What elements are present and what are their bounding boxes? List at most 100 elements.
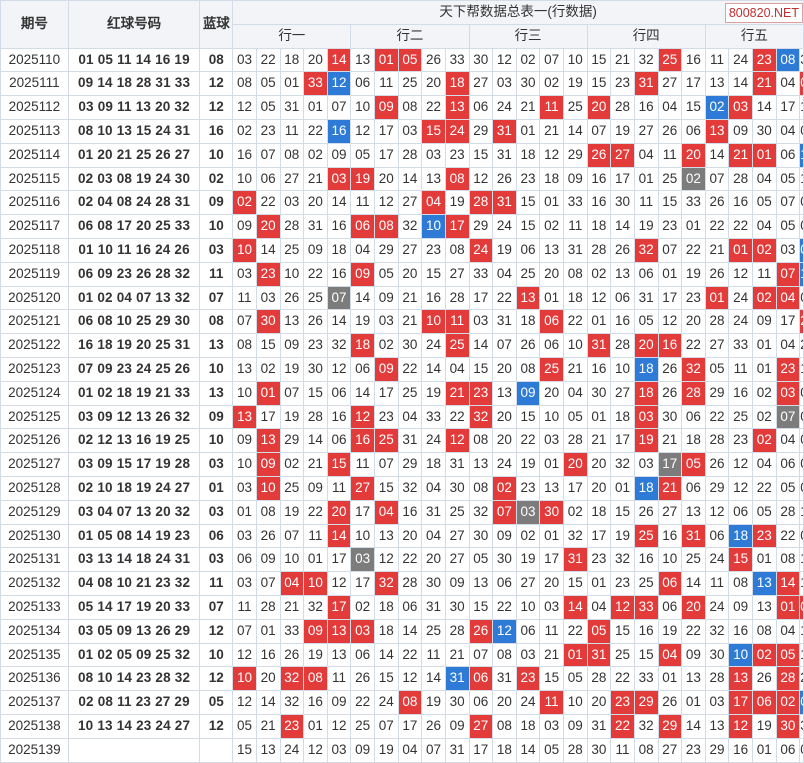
number-cell: 22 <box>303 118 328 144</box>
number-cell: 12 <box>232 95 257 120</box>
number-cell: 26 <box>468 618 494 644</box>
red-balls-cell: 02 12 13 16 19 25 <box>67 428 201 454</box>
number-cell: 25 <box>444 333 470 358</box>
table-row[interactable]: 2025138 10 13 14 23 24 27 12 05 21 23 01 12 25 07… <box>0 713 804 739</box>
table-row[interactable]: 2025111 09 14 18 28 31 33 12 08 05 01 33 12 06 11… <box>0 71 804 97</box>
number-cell: 05 <box>255 71 281 97</box>
table-row[interactable]: 2025118 01 10 11 16 24 26 03 10 14 25 09 18 04 29… <box>0 237 804 263</box>
number-cell: 24 <box>421 333 446 358</box>
number-cell: 16 <box>586 190 612 216</box>
table-row[interactable]: 2025128 02 10 18 19 24 27 01 03 10 25 09 11 27 15… <box>0 475 804 501</box>
table-row[interactable]: 2025123 07 09 23 24 25 26 10 13 02 19 30 12 06 09… <box>0 356 804 382</box>
table-row[interactable]: 2025120 01 02 04 07 13 32 07 11 03 26 25 07 14 09… <box>0 285 804 311</box>
table-row[interactable]: 2025126 02 12 13 16 19 25 10 09 13 29 14 06 16 25… <box>0 428 804 454</box>
table-row[interactable]: 2025121 06 08 10 25 29 30 08 07 30 13 26 14 19 03… <box>0 309 804 335</box>
group-header-3: 行三 <box>468 23 588 49</box>
period-cell: 2025111 <box>0 71 69 97</box>
number-cell: 01 <box>539 523 564 549</box>
number-cell: 06 <box>350 642 375 668</box>
red-balls-cell: 02 08 11 23 27 29 <box>67 690 201 715</box>
number-cell: 05 <box>775 475 801 501</box>
table-row[interactable]: 2025117 06 08 17 20 25 33 10 09 20 28 31 16 06 08… <box>0 214 804 239</box>
number-cell: 19 <box>752 713 777 739</box>
period-cell: 2025120 <box>0 285 69 311</box>
number-cell: 05 <box>374 261 399 287</box>
number-cell: 09 <box>350 737 375 763</box>
table-row[interactable]: 2025129 03 04 07 13 20 32 03 01 08 19 22 20 17 04… <box>0 499 804 525</box>
number-cell: 16 <box>728 737 753 763</box>
number-cell: 11 <box>539 690 564 715</box>
number-cell: 25 <box>539 356 564 382</box>
number-cell: 10 <box>799 499 804 525</box>
number-cell: 01 <box>752 737 777 763</box>
number-cell: 27 <box>657 737 683 763</box>
number-cell: 27 <box>657 71 683 97</box>
number-cell: 22 <box>563 309 588 335</box>
table-row[interactable]: 2025110 01 05 11 14 16 19 08 03 22 18 20 14 13 01… <box>0 47 804 73</box>
table-row[interactable]: 2025112 03 09 11 13 20 32 12 12 05 31 01 07 10 09… <box>0 95 804 120</box>
number-cell: 25 <box>515 261 541 287</box>
number-cell: 08 <box>279 142 305 168</box>
table-row[interactable]: 2025137 02 08 11 23 27 29 05 12 14 32 16 09 22 24… <box>0 690 804 715</box>
number-cell: 06 <box>515 618 541 644</box>
table-row[interactable]: 2025135 01 02 05 09 25 32 10 12 16 26 19 13 06 14… <box>0 642 804 668</box>
period-cell: 2025133 <box>0 594 69 620</box>
number-cell: 24 <box>728 285 753 311</box>
blue-ball-cell <box>199 737 234 763</box>
number-cell: 14 <box>681 571 706 596</box>
number-cell: 14 <box>350 380 375 406</box>
number-cell: 07 <box>374 713 399 739</box>
number-cell: 24 <box>492 95 517 120</box>
period-header[interactable]: 期号 <box>0 0 69 49</box>
table-row[interactable]: 2025115 02 03 08 19 24 30 02 10 06 27 21 03 19 20… <box>0 166 804 192</box>
number-cell: 14 <box>563 118 588 144</box>
table-row[interactable]: 2025113 08 10 13 15 24 31 16 02 23 11 22 16 12 17… <box>0 118 804 144</box>
number-cell: 14 <box>775 571 801 596</box>
table-row[interactable]: 2025116 02 04 08 24 28 31 09 02 22 03 20 14 11 12… <box>0 190 804 216</box>
table-row[interactable]: 2025130 01 05 08 14 19 23 06 03 26 07 11 14 10 13… <box>0 523 804 549</box>
red-balls-cell: 08 10 14 23 28 32 <box>67 666 201 692</box>
number-cell: 03 <box>539 713 564 739</box>
table-row[interactable]: 2025114 01 20 21 25 26 27 10 16 07 08 02 09 05 17… <box>0 142 804 168</box>
number-cell: 13 <box>255 737 281 763</box>
number-cell: 17 <box>326 594 352 620</box>
blue-ball-header[interactable]: 蓝球 <box>199 0 234 49</box>
table-row[interactable]: 2025127 03 09 15 17 19 28 03 10 09 02 21 15 11 07… <box>0 452 804 477</box>
number-cell: 32 <box>704 618 730 644</box>
number-cell: 18 <box>610 404 635 430</box>
number-cell: 32 <box>279 690 305 715</box>
number-cell: 31 <box>563 237 588 263</box>
table-row[interactable]: 2025134 03 05 09 13 26 29 12 07 01 33 09 13 03 18… <box>0 618 804 644</box>
table-row[interactable]: 2025122 16 18 19 20 25 31 13 08 15 09 23 32 18 02… <box>0 333 804 358</box>
number-cell: 32 <box>633 713 659 739</box>
number-cell: 09 <box>326 142 352 168</box>
period-cell: 2025137 <box>0 690 69 715</box>
table-row[interactable]: 2025124 01 02 18 19 21 33 13 10 01 07 15 06 14 17… <box>0 380 804 406</box>
number-cell: 10 <box>799 618 804 644</box>
blue-ball-cell: 10 <box>199 142 234 168</box>
number-cell: 06 <box>728 499 753 525</box>
table-row[interactable]: 2025125 03 09 12 13 26 32 09 13 17 19 28 16 12 23… <box>0 404 804 430</box>
number-cell: 17 <box>374 118 399 144</box>
table-row[interactable]: 2025119 06 09 23 26 28 32 11 03 23 10 22 16 09 05… <box>0 261 804 287</box>
table-row[interactable]: 2025136 08 10 14 23 28 32 12 10 20 32 08 11 26 15… <box>0 666 804 692</box>
number-cell: 05 <box>752 190 777 216</box>
red-balls-header[interactable]: 红球号码 <box>67 0 201 49</box>
table-row[interactable]: 2025139 15 13 24 12 03 09 19 04 07 31 17 18 14 05 28 30 1… <box>0 737 804 763</box>
number-cell: 22 <box>752 475 777 501</box>
table-row[interactable]: 2025133 05 14 17 19 20 33 07 11 28 21 32 17 02 18… <box>0 594 804 620</box>
number-cell: 17 <box>775 95 801 120</box>
number-cell: 26 <box>657 380 683 406</box>
table-row[interactable]: 2025132 04 08 10 21 23 32 11 03 07 04 10 12 17 32… <box>0 571 804 596</box>
number-cell: 17 <box>657 452 683 477</box>
number-cell: 06 <box>350 356 375 382</box>
number-cell: 12 <box>586 285 612 311</box>
number-cell: 10 <box>350 523 375 549</box>
table-row[interactable]: 2025131 03 13 14 18 24 31 03 06 09 10 01 17 03 12… <box>0 547 804 573</box>
number-cell: 25 <box>350 713 375 739</box>
number-cell: 28 <box>728 166 753 192</box>
number-cell: 17 <box>657 285 683 311</box>
site-badge[interactable]: 800820.NET <box>724 3 803 23</box>
number-cell: 23 <box>374 404 399 430</box>
number-cell: 31 <box>421 594 446 620</box>
